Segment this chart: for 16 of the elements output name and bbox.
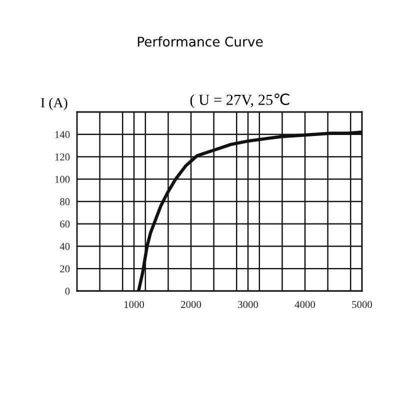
text: ( U = 27V, 25℃: [190, 94, 290, 108]
x-tick-label: 4000: [294, 301, 316, 308]
y-tick-label: 60: [60, 220, 70, 228]
y-tick-label: 120: [55, 153, 70, 160]
y-tick-label: 80: [60, 198, 70, 206]
y-tick-label: 100: [55, 176, 70, 183]
y-tick-label: 0: [65, 288, 70, 295]
x-tick-label: 2000: [181, 301, 202, 308]
y-tick-label: 40: [60, 242, 70, 250]
y-tick-label: 20: [60, 265, 70, 272]
chart-title: Performance Curve: [138, 36, 263, 47]
x-tick-label: 1000: [124, 301, 144, 308]
y-tick-label: 140: [55, 131, 70, 138]
x-tick-label: 3000: [238, 301, 258, 308]
y-axis-title: I (A): [41, 98, 68, 110]
x-tick-label: 5000: [352, 301, 372, 308]
